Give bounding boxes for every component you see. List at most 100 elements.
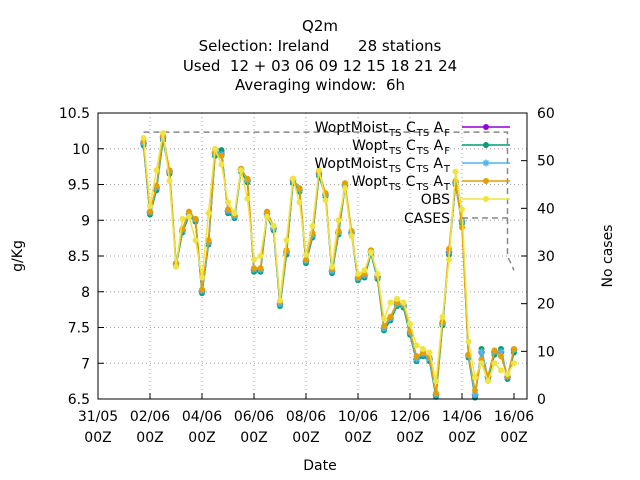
y2-axis-label: No cases <box>600 225 616 288</box>
marker-stroke <box>497 348 505 355</box>
legend-subscript: TS <box>416 128 429 139</box>
data-point <box>153 182 160 189</box>
x-tick-label-date: 16/06 <box>494 409 534 425</box>
data-point <box>218 152 225 159</box>
cases-line <box>143 131 515 271</box>
data-point <box>186 208 192 215</box>
data-point <box>381 323 387 330</box>
data-point <box>257 253 264 259</box>
x-tick-label-date: 04/06 <box>182 409 222 425</box>
legend-subscript: TS <box>388 128 401 139</box>
legend-subscript: TS <box>388 182 401 193</box>
marker-stroke <box>482 159 490 167</box>
legend-label: WoptTS CTS AF <box>352 138 450 157</box>
y-tick-label: 9 <box>81 213 90 229</box>
y-tick-label: 10 <box>72 142 90 158</box>
legend-label: WoptMoistTS CTS AF <box>315 120 450 139</box>
data-point <box>309 222 316 229</box>
legend-label: WoptTS CTS AT <box>352 174 451 193</box>
data-point <box>413 342 420 349</box>
data-point <box>374 270 381 277</box>
y2-tick-label: 10 <box>537 344 555 360</box>
legend-swatch-marker <box>483 124 489 130</box>
series-1 <box>140 137 517 401</box>
series-line <box>142 140 515 398</box>
data-point <box>472 374 478 381</box>
data-point <box>303 251 309 258</box>
series-4 <box>140 130 517 385</box>
legend-subscript: F <box>444 146 450 157</box>
series-3 <box>140 132 517 397</box>
legend-text: WoptMoist <box>314 156 388 172</box>
data-point <box>160 130 166 137</box>
data-point <box>270 222 277 229</box>
data-point <box>498 353 504 360</box>
y2-tick-label: 30 <box>537 249 555 265</box>
x-tick-label-hour: 00Z <box>500 430 527 446</box>
legend-text: A <box>434 120 444 136</box>
data-point <box>459 224 465 231</box>
data-point <box>478 348 485 356</box>
data-point <box>264 208 270 215</box>
y2-tick-label: 20 <box>537 297 555 313</box>
legend: WoptMoistTS CTS AF WoptTS CTS AF WoptMoi… <box>314 120 510 227</box>
data-point <box>238 167 244 174</box>
data-point <box>179 215 186 222</box>
data-point <box>439 313 446 320</box>
data-point <box>147 208 153 215</box>
chart-subtitle-line: Averaging window: 6h <box>234 76 406 94</box>
legend-swatch-marker <box>483 142 489 148</box>
data-point <box>186 213 192 220</box>
data-point <box>199 274 205 281</box>
data-point <box>497 348 505 356</box>
legend-text: Wopt <box>352 174 388 190</box>
x-tick-label-date: 31/05 <box>78 409 118 425</box>
series-line <box>142 132 515 384</box>
data-point <box>433 378 439 385</box>
data-point <box>452 168 459 175</box>
x-tick-label-hour: 00Z <box>344 430 371 446</box>
chart-subtitle-line: Selection: Ireland 28 stations <box>198 37 442 55</box>
data-point <box>147 202 153 209</box>
data-point <box>296 199 303 206</box>
data-point <box>348 232 355 239</box>
data-point <box>504 370 511 377</box>
legend-text: C <box>406 120 416 136</box>
data-point <box>277 297 283 304</box>
data-point <box>472 387 478 394</box>
legend-subscript: T <box>443 182 451 193</box>
legend-subscript: F <box>444 128 450 139</box>
legend-text: C <box>406 174 416 190</box>
y2-tick-label: 40 <box>537 201 555 217</box>
data-point <box>485 378 491 385</box>
legend-subscript: TS <box>388 164 401 175</box>
data-point <box>205 237 212 244</box>
data-point <box>420 345 426 352</box>
series-group <box>140 130 518 401</box>
y2-tick-label: 50 <box>537 154 555 170</box>
y-tick-label: 9.5 <box>68 178 90 194</box>
data-point <box>290 175 296 182</box>
y-axis-label: g/Kg <box>10 240 26 272</box>
legend-swatch-marker <box>482 159 490 167</box>
y2-tick-label: 0 <box>537 392 546 408</box>
chart-title: Q2m <box>302 17 338 35</box>
y-tick-label: 6.5 <box>68 392 90 408</box>
legend-label: CASES <box>404 211 450 227</box>
x-tick-label-hour: 00Z <box>84 430 111 446</box>
x-tick-label-date: 10/06 <box>338 409 378 425</box>
data-point <box>342 185 348 192</box>
data-point <box>192 237 199 244</box>
data-point <box>335 217 342 224</box>
data-point <box>400 299 407 306</box>
y-tick-label: 7 <box>81 356 90 372</box>
data-point <box>342 180 348 187</box>
legend-subscript: TS <box>388 146 401 157</box>
data-point <box>361 267 368 274</box>
data-point <box>283 237 290 244</box>
data-point <box>465 338 472 345</box>
legend-text: WoptMoist <box>315 120 389 136</box>
x-tick-label-date: 12/06 <box>390 409 430 425</box>
